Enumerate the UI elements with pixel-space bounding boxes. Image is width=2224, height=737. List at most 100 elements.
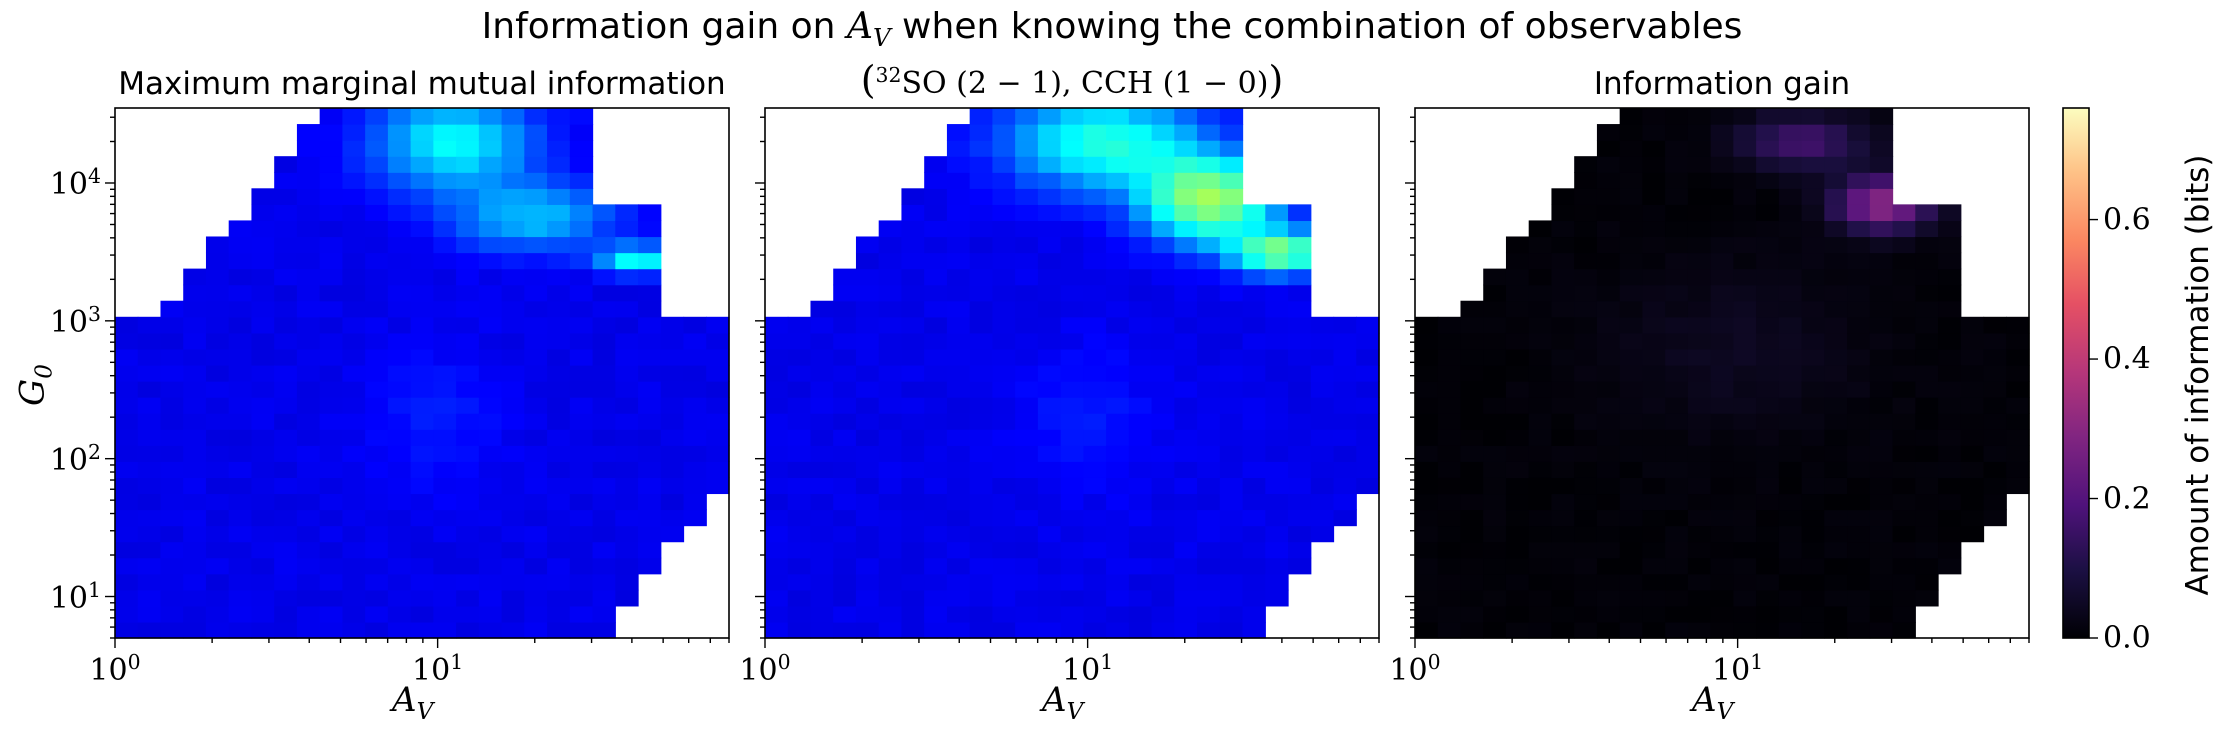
axes-frame [1414, 107, 2030, 639]
heatmap-cell [660, 461, 685, 478]
heatmap-cell [456, 509, 480, 527]
heatmap-cell [365, 332, 389, 350]
heatmap-cell [1128, 381, 1153, 398]
heatmap-cell [342, 348, 366, 366]
heatmap-cell [1415, 557, 1439, 575]
heatmap-cell [433, 509, 457, 527]
heatmap-cell [1869, 413, 1894, 430]
heatmap-cell [410, 461, 434, 478]
heatmap-cell [1824, 156, 1848, 173]
heatmap-cell [1106, 252, 1130, 270]
heatmap-cell [1551, 236, 1575, 254]
heatmap-cell [901, 461, 925, 478]
heatmap-cell [501, 413, 525, 430]
heatmap-cell [387, 140, 412, 157]
heatmap-cell [342, 364, 366, 382]
heatmap-cell [228, 621, 253, 639]
heatmap-cell [524, 252, 548, 270]
heatmap-cell [433, 589, 457, 607]
heatmap-cell [592, 397, 616, 414]
heatmap-cell [1288, 364, 1312, 382]
heatmap-cell [524, 268, 548, 286]
heatmap-cell [1915, 413, 1939, 430]
heatmap-cell [160, 381, 184, 398]
heatmap-cell [274, 381, 298, 398]
heatmap-cell [569, 364, 594, 382]
heatmap-cell [969, 140, 994, 157]
heatmap-cell [569, 477, 594, 495]
heatmap-cell [1983, 413, 2007, 430]
heatmap-cell [342, 316, 366, 334]
heatmap-cell [251, 605, 275, 623]
heatmap-cell [456, 445, 480, 462]
heatmap-cell [638, 364, 662, 382]
heatmap-cell [160, 605, 184, 623]
heatmap-cell [274, 541, 298, 559]
heatmap-cell [478, 541, 503, 559]
heatmap-cell [1219, 268, 1244, 286]
heatmap-cell [1733, 124, 1757, 141]
heatmap-cell [1665, 509, 1689, 527]
heatmap-cell [660, 477, 685, 495]
heatmap-cell [1505, 621, 1530, 639]
heatmap-cell [1551, 397, 1575, 414]
heatmap-cell [1333, 397, 1357, 414]
heatmap-cell [1551, 220, 1575, 238]
heatmap-cell [319, 332, 344, 350]
heatmap-cell [683, 332, 707, 350]
heatmap-cell [1596, 156, 1621, 173]
heatmap-cell [901, 300, 925, 318]
heatmap-cell [660, 429, 685, 446]
heatmap-cell [683, 316, 707, 334]
heatmap-cell [901, 445, 925, 462]
heatmap-cell [365, 220, 389, 238]
heatmap-cell [924, 477, 948, 495]
heatmap-cell [410, 300, 434, 318]
heatmap-cell [1197, 252, 1221, 270]
heatmap-cell [765, 364, 789, 382]
heatmap-cell [205, 605, 230, 623]
heatmap-cell [833, 364, 857, 382]
y-tick-label: 104 [49, 163, 101, 202]
heatmap-cell [501, 477, 525, 495]
heatmap-cell [1265, 397, 1289, 414]
heatmap-cell [1197, 509, 1221, 527]
heatmap-cell [1015, 445, 1039, 462]
heatmap-cell [1824, 108, 1848, 125]
heatmap-cell [1174, 461, 1198, 478]
heatmap-cell [274, 188, 298, 205]
heatmap-cell [901, 252, 925, 270]
heatmap-cell [1778, 429, 1803, 446]
heatmap-cell [319, 525, 344, 543]
heatmap-cell [878, 413, 903, 430]
heatmap-cell [1333, 493, 1357, 511]
heatmap-cell [1687, 268, 1712, 286]
heatmap-cell [787, 509, 812, 527]
heatmap-cell [1687, 252, 1712, 270]
heatmap-cell [342, 124, 366, 141]
heatmap-cell [115, 621, 139, 639]
heatmap-cell [1037, 509, 1062, 527]
heatmap-cell [615, 493, 639, 511]
heatmap-cell [1197, 220, 1221, 238]
heatmap-cell [1665, 140, 1689, 157]
heatmap-cell [1265, 509, 1289, 527]
heatmap-cell [1437, 332, 1462, 350]
heatmap-cell [1060, 589, 1084, 607]
heatmap-cell [1528, 348, 1553, 366]
heatmap-cell [1242, 252, 1266, 270]
heatmap-cell [501, 220, 525, 238]
heatmap-cell [878, 557, 903, 575]
heatmap-cell [1060, 461, 1084, 478]
heatmap-cell [387, 316, 412, 334]
heatmap-cell [1824, 268, 1848, 286]
heatmap-cell [1619, 284, 1644, 302]
heatmap-cell [342, 509, 366, 527]
heatmap-cell [1915, 445, 1939, 462]
heatmap-cell [1083, 381, 1107, 398]
heatmap-cell [946, 413, 971, 430]
heatmap-cell [296, 589, 321, 607]
heatmap-cell [1106, 332, 1130, 350]
heatmap-cell [1574, 541, 1598, 559]
heatmap-cell [342, 413, 366, 430]
